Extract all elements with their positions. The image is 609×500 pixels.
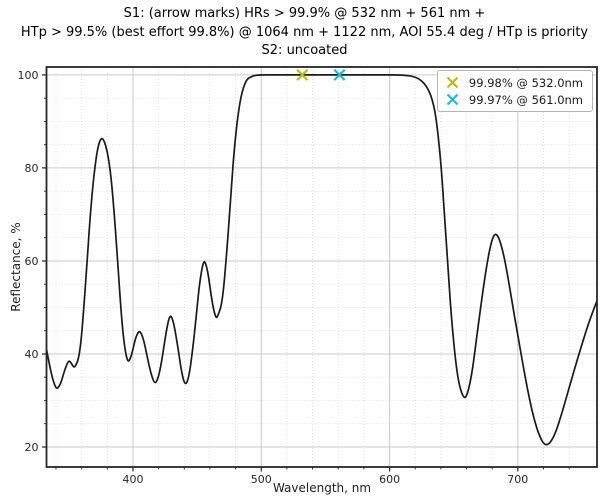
axis-ticks: 400 500 600 700 20 40 60 80 100	[18, 69, 570, 486]
legend-entry-561: 99.97% @ 561.0nm	[445, 92, 583, 107]
chart-title-line-2: HTp > 99.5% (best effort 99.8%) @ 1064 n…	[20, 24, 589, 40]
chart-title-line-3: S2: uncoated	[261, 43, 348, 58]
y-tick-label: 40	[25, 348, 39, 361]
x-tick-label: 700	[507, 473, 528, 486]
x-tick-label: 400	[123, 473, 144, 486]
y-tick-label: 80	[25, 162, 39, 175]
y-axis-label: Reflectance, %	[9, 222, 23, 312]
x-axis-label: Wavelength, nm	[272, 481, 372, 495]
minor-gridlines	[46, 67, 597, 467]
y-tick-label: 60	[25, 255, 39, 268]
y-tick-label: 20	[25, 441, 39, 454]
legend-entry-532: 99.98% @ 532.0nm	[445, 75, 583, 90]
chart-title: S1: (arrow marks) HRs > 99.9% @ 532 nm +…	[0, 5, 609, 61]
legend-label-532: 99.98% @ 532.0nm	[468, 75, 583, 90]
curve-marker-532nm	[296, 68, 309, 81]
curve-marker-561nm	[333, 68, 346, 81]
x-marker-icon	[446, 93, 459, 106]
chart-title-line-1: S1: (arrow marks) HRs > 99.9% @ 532 nm +…	[123, 6, 486, 21]
legend-label-561: 99.97% @ 561.0nm	[468, 92, 583, 107]
x-marker-icon	[446, 76, 459, 89]
major-gridlines	[46, 67, 597, 467]
x-tick-label: 600	[379, 473, 400, 486]
legend: 99.98% @ 532.0nm 99.97% @ 561.0nm	[436, 70, 593, 112]
plot-border	[45, 66, 598, 468]
spectrum-curve	[45, 74, 598, 446]
y-tick-label: 100	[18, 69, 39, 82]
x-tick-label: 500	[251, 473, 272, 486]
